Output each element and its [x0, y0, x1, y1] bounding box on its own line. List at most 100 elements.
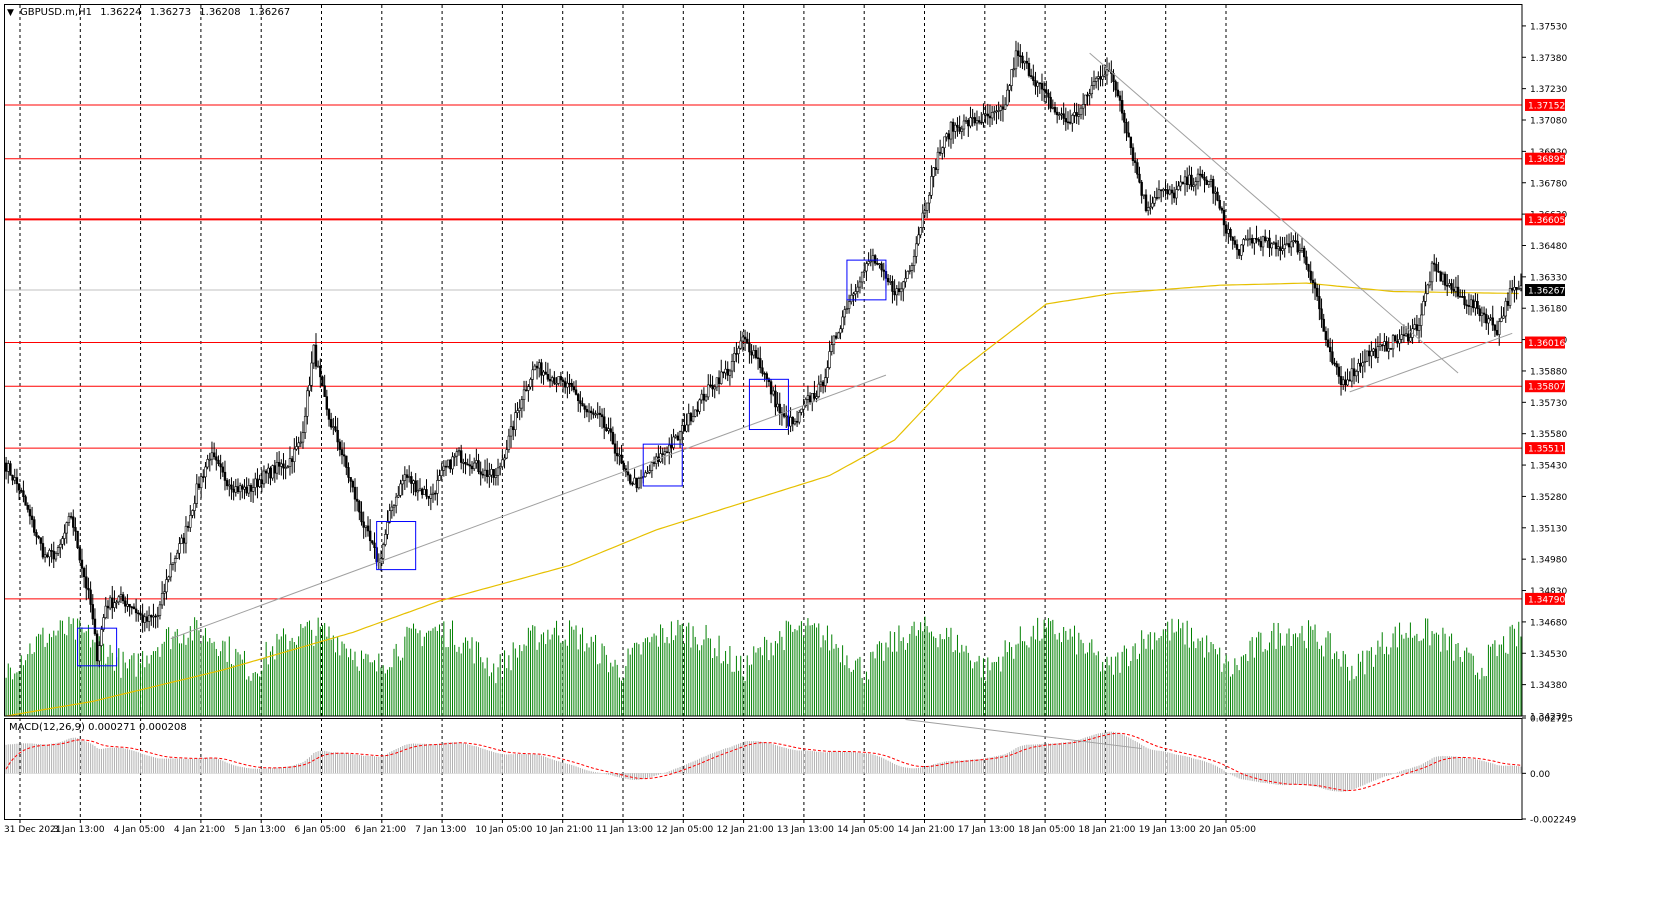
candle-body	[132, 606, 136, 610]
highlight-box[interactable]	[642, 443, 683, 487]
candle-body	[683, 425, 686, 432]
candle-body	[1175, 189, 1178, 199]
candle-body	[364, 525, 368, 528]
candle-body	[1320, 308, 1323, 320]
x-axis-label: 3 Jan 13:00	[53, 825, 105, 835]
macd-trendline[interactable]	[905, 719, 1142, 750]
candle-body	[889, 281, 892, 283]
candle-body	[743, 336, 747, 340]
candle-body	[967, 120, 970, 127]
candle-body	[416, 490, 420, 493]
candle-body	[577, 394, 580, 402]
chart-dropdown-icon[interactable]: ▼	[7, 8, 14, 18]
candle-body	[455, 451, 459, 457]
candle-body	[1459, 296, 1462, 298]
candle-body	[572, 386, 576, 391]
macd-y-axis-label: 0.002725	[1530, 715, 1573, 725]
candle-body	[1508, 288, 1512, 306]
level-price-tag	[1525, 213, 1565, 226]
candle-body	[908, 270, 911, 272]
trendline[interactable]	[170, 374, 887, 640]
candle-body	[459, 450, 463, 463]
candle-body	[668, 444, 671, 453]
candle-body	[756, 357, 760, 359]
candle-body	[897, 288, 901, 293]
candle-body	[1088, 93, 1091, 96]
candle-body	[665, 451, 669, 454]
candle-body	[1307, 264, 1310, 272]
x-axis-label: 31 Dec 2021	[4, 825, 62, 835]
candle-body	[1298, 250, 1302, 253]
candle-body	[24, 496, 27, 506]
macd-pane-frame	[4, 718, 1523, 820]
candle-body	[1424, 293, 1427, 302]
candle-body	[1101, 75, 1104, 80]
y-axis-label: 1.36180	[1530, 305, 1567, 315]
candle-body	[1170, 189, 1174, 194]
candle-body	[761, 367, 764, 374]
level-price-label: 1.35511	[1528, 445, 1565, 455]
candle-body	[999, 106, 1003, 111]
current-price-tag	[1525, 284, 1565, 297]
candle-body	[295, 446, 298, 450]
candle-body	[418, 488, 422, 491]
candle-body	[1502, 315, 1505, 319]
candle-body	[938, 151, 942, 154]
candle-body	[1402, 334, 1406, 336]
highlight-box[interactable]	[376, 521, 417, 571]
x-axis-label: 18 Jan 21:00	[1078, 825, 1135, 835]
highlight-box[interactable]	[748, 378, 789, 431]
close-value: 1.36267	[249, 7, 290, 18]
candle-body	[65, 522, 68, 534]
candle-body	[349, 477, 352, 482]
y-axis-label: 1.35430	[1530, 462, 1567, 472]
candle-body	[384, 534, 387, 545]
candle-body	[1311, 279, 1315, 283]
candle-body	[730, 360, 734, 372]
candle-body	[1188, 174, 1191, 185]
candle-body	[1428, 281, 1432, 286]
candle-body	[26, 504, 29, 510]
candle-body	[724, 368, 727, 374]
highlight-box[interactable]	[846, 259, 887, 301]
candle-body	[540, 362, 543, 376]
candle-body	[1140, 181, 1143, 196]
candle-body	[1331, 351, 1334, 364]
candle-body	[1120, 100, 1124, 114]
candle-body	[206, 459, 209, 468]
candle-body	[371, 540, 374, 544]
candle-body	[247, 485, 251, 494]
candle-body	[737, 347, 740, 354]
candle-body	[286, 466, 290, 468]
candle-body	[1472, 299, 1475, 309]
candle-body	[611, 431, 615, 445]
x-axis-label: 13 Jan 13:00	[777, 825, 834, 835]
candle-body	[566, 382, 569, 388]
candle-body	[1144, 194, 1148, 211]
candle-body	[1261, 236, 1265, 248]
candle-body	[1073, 112, 1076, 116]
candle-body	[1038, 82, 1042, 85]
candle-body	[403, 474, 407, 481]
highlight-box[interactable]	[77, 627, 118, 667]
candle-body	[444, 465, 448, 468]
candle-body	[956, 124, 959, 128]
candle-body	[1396, 340, 1399, 344]
candle-body	[280, 463, 283, 467]
candle-body	[334, 426, 337, 431]
candle-body	[310, 362, 313, 386]
candle-body	[867, 261, 870, 264]
candle-body	[39, 537, 42, 544]
candle-body	[1352, 368, 1356, 377]
candle-body	[1090, 85, 1094, 95]
candle-body	[826, 367, 829, 378]
candle-body	[1489, 317, 1492, 320]
trendline[interactable]	[1349, 332, 1513, 393]
candle-body	[1040, 83, 1044, 90]
candle-body	[72, 516, 75, 528]
candle-body	[802, 405, 805, 410]
trendline[interactable]	[1089, 52, 1459, 374]
candle-body	[674, 435, 677, 438]
candle-body	[982, 113, 985, 123]
